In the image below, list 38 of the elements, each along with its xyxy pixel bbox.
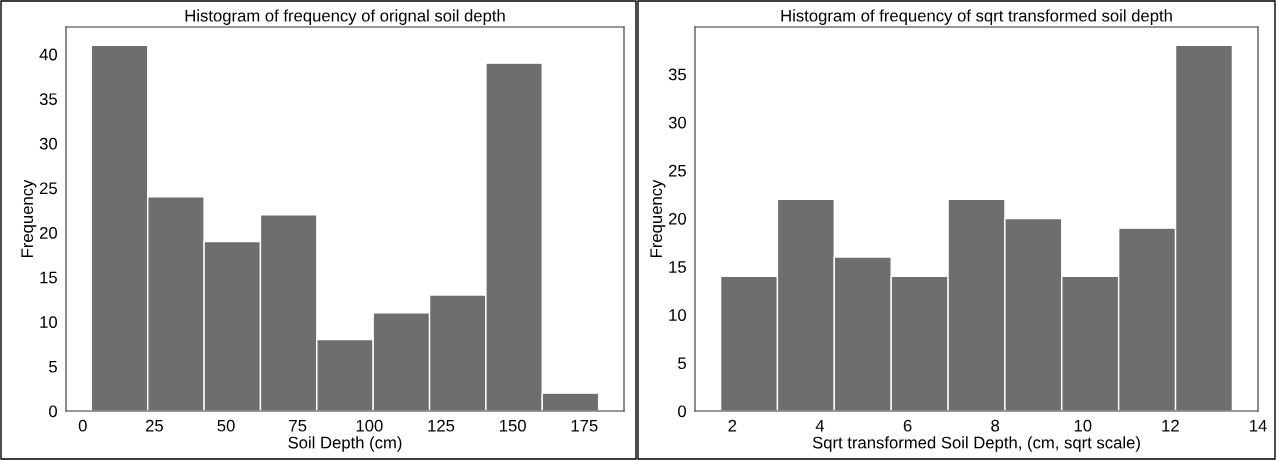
x-tick-label: 50 [217,419,235,432]
x-tick-label: 6 [903,419,912,432]
y-tick-label: 15 [669,261,686,273]
y-tick-label: 35 [668,68,686,81]
x-tick-label: 12 [1162,419,1179,432]
x-tick-label: 75 [289,419,307,432]
y-tick-label: 5 [678,357,686,370]
chart-title: Histogram of frequency of orignal soil depth [185,9,505,25]
x-tick-label: 8 [991,419,1000,432]
y-tick-label: 20 [39,227,58,239]
y-tick-label: 25 [668,164,686,177]
chart-title: Histogram of frequency of sqrt transformed soil depth [781,9,1172,25]
x-tick-label: 150 [500,419,526,432]
x-tick-label: 100 [356,419,383,432]
y-tick-label: 10 [669,309,687,321]
y-tick-label: 30 [668,116,687,129]
y-tick-label: 40 [39,48,58,61]
x-tick-label: 14 [1250,419,1267,432]
y-tick-label: 30 [39,137,58,150]
y-tick-label: 20 [668,212,687,225]
x-tick-label: 2 [728,419,737,432]
x-axis-title: Soil Depth (cm) [288,436,402,452]
y-tick-label: 35 [39,93,57,106]
x-tick-label: 175 [571,419,598,432]
x-axis-title: Sqrt transformed Soil Depth, (cm, sqrt scale) [812,436,1140,452]
x-tick-label: 4 [815,419,825,432]
x-tick-label: 25 [145,419,163,432]
y-tick-label: 25 [39,182,57,195]
x-tick-label: 125 [428,419,455,432]
x-tick-label: 0 [78,419,87,432]
y-axis-title: Frequency [650,179,666,257]
y-tick-label: 15 [40,271,57,284]
x-tick-label: 10 [1074,419,1092,432]
y-tick-label: 10 [40,316,58,328]
y-tick-label: 0 [678,405,687,418]
y-tick-label: 5 [49,360,57,373]
y-axis-title: Frequency [21,179,37,257]
y-tick-label: 0 [49,405,58,418]
